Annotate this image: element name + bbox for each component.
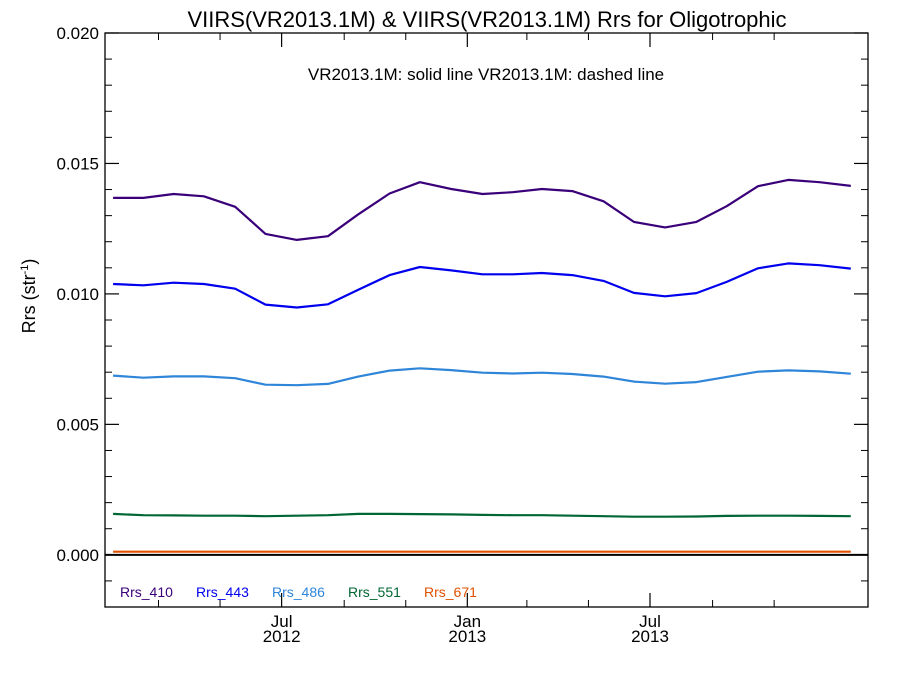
x-tick-label-year: 2013 bbox=[448, 627, 486, 646]
legend-item-rrs-551: Rrs_551 bbox=[348, 584, 401, 600]
y-axis-label-exponent: -1 bbox=[19, 265, 31, 275]
y-axis-label-base: Rrs (str bbox=[19, 274, 39, 333]
x-tick-label-year: 2013 bbox=[631, 627, 669, 646]
line-style-annotation: VR2013.1M: solid line VR2013.1M: dashed … bbox=[308, 65, 664, 84]
legend-item-rrs-410: Rrs_410 bbox=[120, 584, 173, 600]
series-layer bbox=[105, 178, 868, 556]
legend-item-rrs-486: Rrs_486 bbox=[272, 584, 325, 600]
x-tick-label-year: 2012 bbox=[263, 627, 301, 646]
series-line-rrs-443 bbox=[113, 262, 851, 309]
y-tick-label: 0.020 bbox=[56, 24, 99, 43]
x-tick-label-month: Jul bbox=[271, 612, 293, 631]
legend: Rrs_410 Rrs_443 Rrs_486 Rrs_551 Rrs_671 bbox=[120, 584, 477, 600]
y-axis-label: Rrs (str-1) bbox=[19, 259, 39, 334]
legend-item-rrs-443: Rrs_443 bbox=[196, 584, 249, 600]
series-line-rrs-486 bbox=[113, 367, 851, 387]
series-line-rrs-410 bbox=[113, 178, 851, 241]
y-tick-label: 0.015 bbox=[56, 154, 99, 173]
x-tick-label-month: Jul bbox=[639, 612, 661, 631]
y-tick-label: 0.000 bbox=[56, 546, 99, 565]
chart-title: VIIRS(VR2013.1M) & VIIRS(VR2013.1M) Rrs … bbox=[187, 7, 786, 32]
x-tick-label-month: Jan bbox=[454, 612, 481, 631]
series-line-rrs-551 bbox=[113, 512, 851, 518]
y-tick-label: 0.005 bbox=[56, 415, 99, 434]
y-tick-label: 0.010 bbox=[56, 285, 99, 304]
axes-layer: 0.0000.0050.0100.0150.020Jul2012Jan2013J… bbox=[56, 24, 869, 646]
plot-frame bbox=[104, 32, 869, 608]
legend-item-rrs-671: Rrs_671 bbox=[424, 584, 477, 600]
y-axis-label-close: ) bbox=[19, 259, 39, 265]
